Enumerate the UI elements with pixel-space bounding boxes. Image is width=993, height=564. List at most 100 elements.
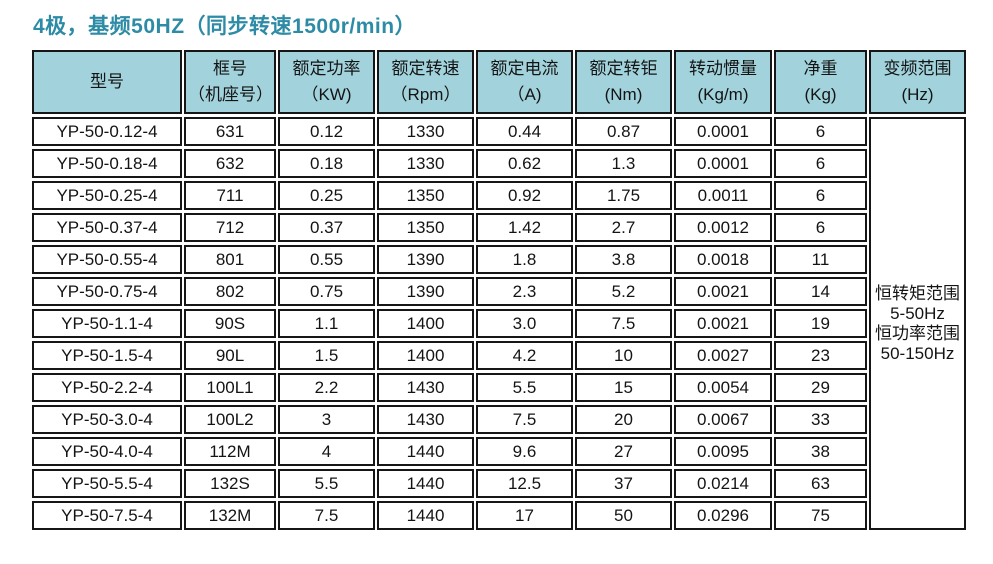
- cell-current: 9.6: [476, 437, 573, 466]
- cell-weight: 29: [774, 373, 867, 402]
- table-row: YP-50-5.5-4 132S 5.5 1440 12.5 37 0.0214…: [32, 469, 966, 498]
- cell-power: 7.5: [278, 501, 375, 530]
- table-row: YP-50-0.18-4 632 0.18 1330 0.62 1.3 0.00…: [32, 149, 966, 178]
- table-row: YP-50-0.37-4 712 0.37 1350 1.42 2.7 0.00…: [32, 213, 966, 242]
- cell-weight: 6: [774, 149, 867, 178]
- cell-current: 7.5: [476, 405, 573, 434]
- header-name: 额定转钜: [589, 59, 658, 78]
- cell-speed: 1330: [377, 117, 474, 146]
- table-row: YP-50-0.75-4 802 0.75 1390 2.3 5.2 0.002…: [32, 277, 966, 306]
- cell-inertia: 0.0011: [674, 181, 772, 210]
- cell-torque: 7.5: [575, 309, 672, 338]
- header-name: 型号: [90, 72, 124, 91]
- page-title: 4极，基频50HZ（同步转速1500r/min）: [33, 15, 417, 38]
- cell-weight: 14: [774, 277, 867, 306]
- cell-power: 4: [278, 437, 375, 466]
- header-name: 额定转速: [391, 59, 460, 78]
- cell-current: 5.5: [476, 373, 573, 402]
- cell-torque: 27: [575, 437, 672, 466]
- cell-power: 0.25: [278, 181, 375, 210]
- cell-weight: 6: [774, 181, 867, 210]
- cell-power: 3: [278, 405, 375, 434]
- col-header-current: 额定电流 （A): [476, 50, 573, 114]
- table-row: YP-50-0.55-4 801 0.55 1390 1.8 3.8 0.001…: [32, 245, 966, 274]
- cell-frame: 711: [184, 181, 276, 210]
- col-header-speed: 额定转速 （Rpm）: [377, 50, 474, 114]
- header-name: 转动惯量: [689, 59, 757, 78]
- cell-model: YP-50-3.0-4: [32, 405, 182, 434]
- cell-model: YP-50-1.1-4: [32, 309, 182, 338]
- cell-weight: 75: [774, 501, 867, 530]
- header-name: 变频范围: [883, 59, 952, 78]
- cell-torque: 1.3: [575, 149, 672, 178]
- cell-power: 5.5: [278, 469, 375, 498]
- cell-model: YP-50-0.18-4: [32, 149, 182, 178]
- cell-model: YP-50-4.0-4: [32, 437, 182, 466]
- cell-inertia: 0.0018: [674, 245, 772, 274]
- cell-power: 0.12: [278, 117, 375, 146]
- cell-torque: 1.75: [575, 181, 672, 210]
- table-row: YP-50-2.2-4 100L1 2.2 1430 5.5 15 0.0054…: [32, 373, 966, 402]
- cell-model: YP-50-0.75-4: [32, 277, 182, 306]
- cell-inertia: 0.0054: [674, 373, 772, 402]
- cell-torque: 3.8: [575, 245, 672, 274]
- cell-current: 0.44: [476, 117, 573, 146]
- cell-current: 0.62: [476, 149, 573, 178]
- cell-speed: 1390: [377, 277, 474, 306]
- cell-current: 4.2: [476, 341, 573, 370]
- cell-weight: 19: [774, 309, 867, 338]
- cell-frame: 801: [184, 245, 276, 274]
- cell-frame: 712: [184, 213, 276, 242]
- header-unit: （Rpm）: [390, 85, 461, 104]
- cell-inertia: 0.0001: [674, 117, 772, 146]
- cell-frame: 100L2: [184, 405, 276, 434]
- header-unit: (Kg/m): [697, 85, 749, 104]
- cell-inertia: 0.0021: [674, 309, 772, 338]
- cell-frame: 631: [184, 117, 276, 146]
- cell-power: 2.2: [278, 373, 375, 402]
- cell-speed: 1390: [377, 245, 474, 274]
- cell-inertia: 0.0095: [674, 437, 772, 466]
- col-header-frame: 框号 （机座号）: [184, 50, 276, 114]
- table-row: YP-50-0.12-4 631 0.12 1330 0.44 0.87 0.0…: [32, 117, 966, 530]
- cell-torque: 37: [575, 469, 672, 498]
- cell-speed: 1430: [377, 405, 474, 434]
- header-name: 净重: [803, 59, 838, 78]
- cell-speed: 1440: [377, 469, 474, 498]
- cell-current: 0.92: [476, 181, 573, 210]
- cell-speed: 1430: [377, 373, 474, 402]
- col-header-freq-range: 变频范围 (Hz): [869, 50, 966, 114]
- frequency-range-note: 恒转矩范围 5-50Hz 恒功率范围 50-150Hz: [869, 117, 966, 530]
- cell-frame: 90S: [184, 309, 276, 338]
- cell-inertia: 0.0296: [674, 501, 772, 530]
- header-name: 额定功率: [292, 59, 361, 78]
- note-line: 50-150Hz: [880, 343, 955, 363]
- cell-inertia: 0.0067: [674, 405, 772, 434]
- cell-current: 1.8: [476, 245, 573, 274]
- cell-current: 17: [476, 501, 573, 530]
- cell-torque: 5.2: [575, 277, 672, 306]
- cell-inertia: 0.0012: [674, 213, 772, 242]
- col-header-model: 型号: [32, 50, 182, 114]
- cell-speed: 1350: [377, 181, 474, 210]
- cell-model: YP-50-5.5-4: [32, 469, 182, 498]
- cell-weight: 6: [774, 117, 867, 146]
- table-row: YP-50-1.1-4 90S 1.1 1400 3.0 7.5 0.0021 …: [32, 309, 966, 338]
- cell-torque: 20: [575, 405, 672, 434]
- cell-power: 0.55: [278, 245, 375, 274]
- cell-torque: 10: [575, 341, 672, 370]
- header-unit: （KW): [301, 85, 352, 104]
- note-line: 恒功率范围: [875, 323, 960, 343]
- cell-weight: 6: [774, 213, 867, 242]
- col-header-weight: 净重 (Kg): [774, 50, 867, 114]
- cell-weight: 11: [774, 245, 867, 274]
- cell-inertia: 0.0027: [674, 341, 772, 370]
- header-name: 额定电流: [490, 59, 559, 78]
- cell-frame: 90L: [184, 341, 276, 370]
- cell-torque: 15: [575, 373, 672, 402]
- motor-spec-table: 型号 框号 （机座号） 额定功率 （KW) 额定转速 （Rpm） 额定电流 （A) 额定…: [30, 47, 968, 533]
- header-unit: (Nm): [604, 85, 643, 104]
- cell-frame: 632: [184, 149, 276, 178]
- col-header-torque: 额定转钜 (Nm): [575, 50, 672, 114]
